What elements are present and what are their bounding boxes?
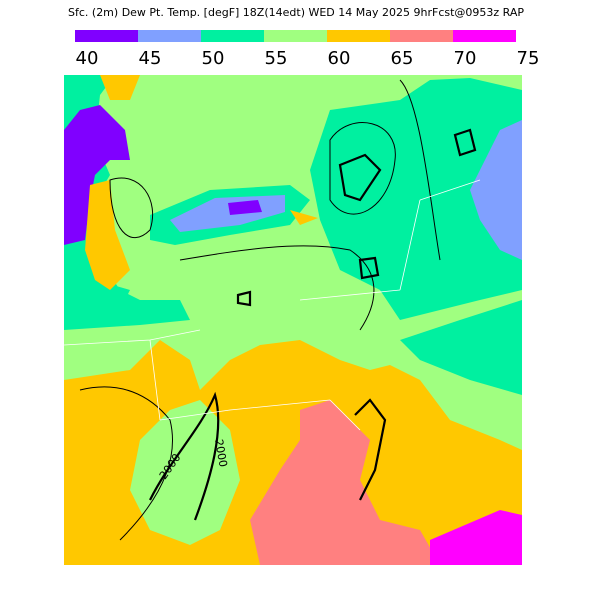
colorbar-level: 55: [265, 48, 288, 69]
colorbar-level: 70: [454, 48, 477, 69]
contour-label: 2000: [212, 438, 230, 468]
colorbar-swatch: [264, 30, 327, 42]
map: 2000 2000: [64, 75, 522, 565]
colorbar-level: 45: [139, 48, 162, 69]
colorbar-level: 75: [517, 48, 540, 69]
colorbar-swatch: [201, 30, 264, 42]
colorbar-swatch: [75, 30, 138, 42]
colorbar-level: 40: [76, 48, 99, 69]
colorbar-swatch: [453, 30, 516, 42]
colorbar-level: 60: [328, 48, 351, 69]
colorbar: 40 45 50 55 60 65 70 75: [75, 30, 539, 69]
colorbar-swatch: [138, 30, 201, 42]
title: Sfc. (2m) Dew Pt. Temp. [degF] 18Z(14edt…: [68, 6, 524, 19]
colorbar-swatch: [327, 30, 390, 42]
colorbar-swatch: [390, 30, 453, 42]
colorbar-level: 50: [202, 48, 225, 69]
colorbar-level: 65: [391, 48, 414, 69]
